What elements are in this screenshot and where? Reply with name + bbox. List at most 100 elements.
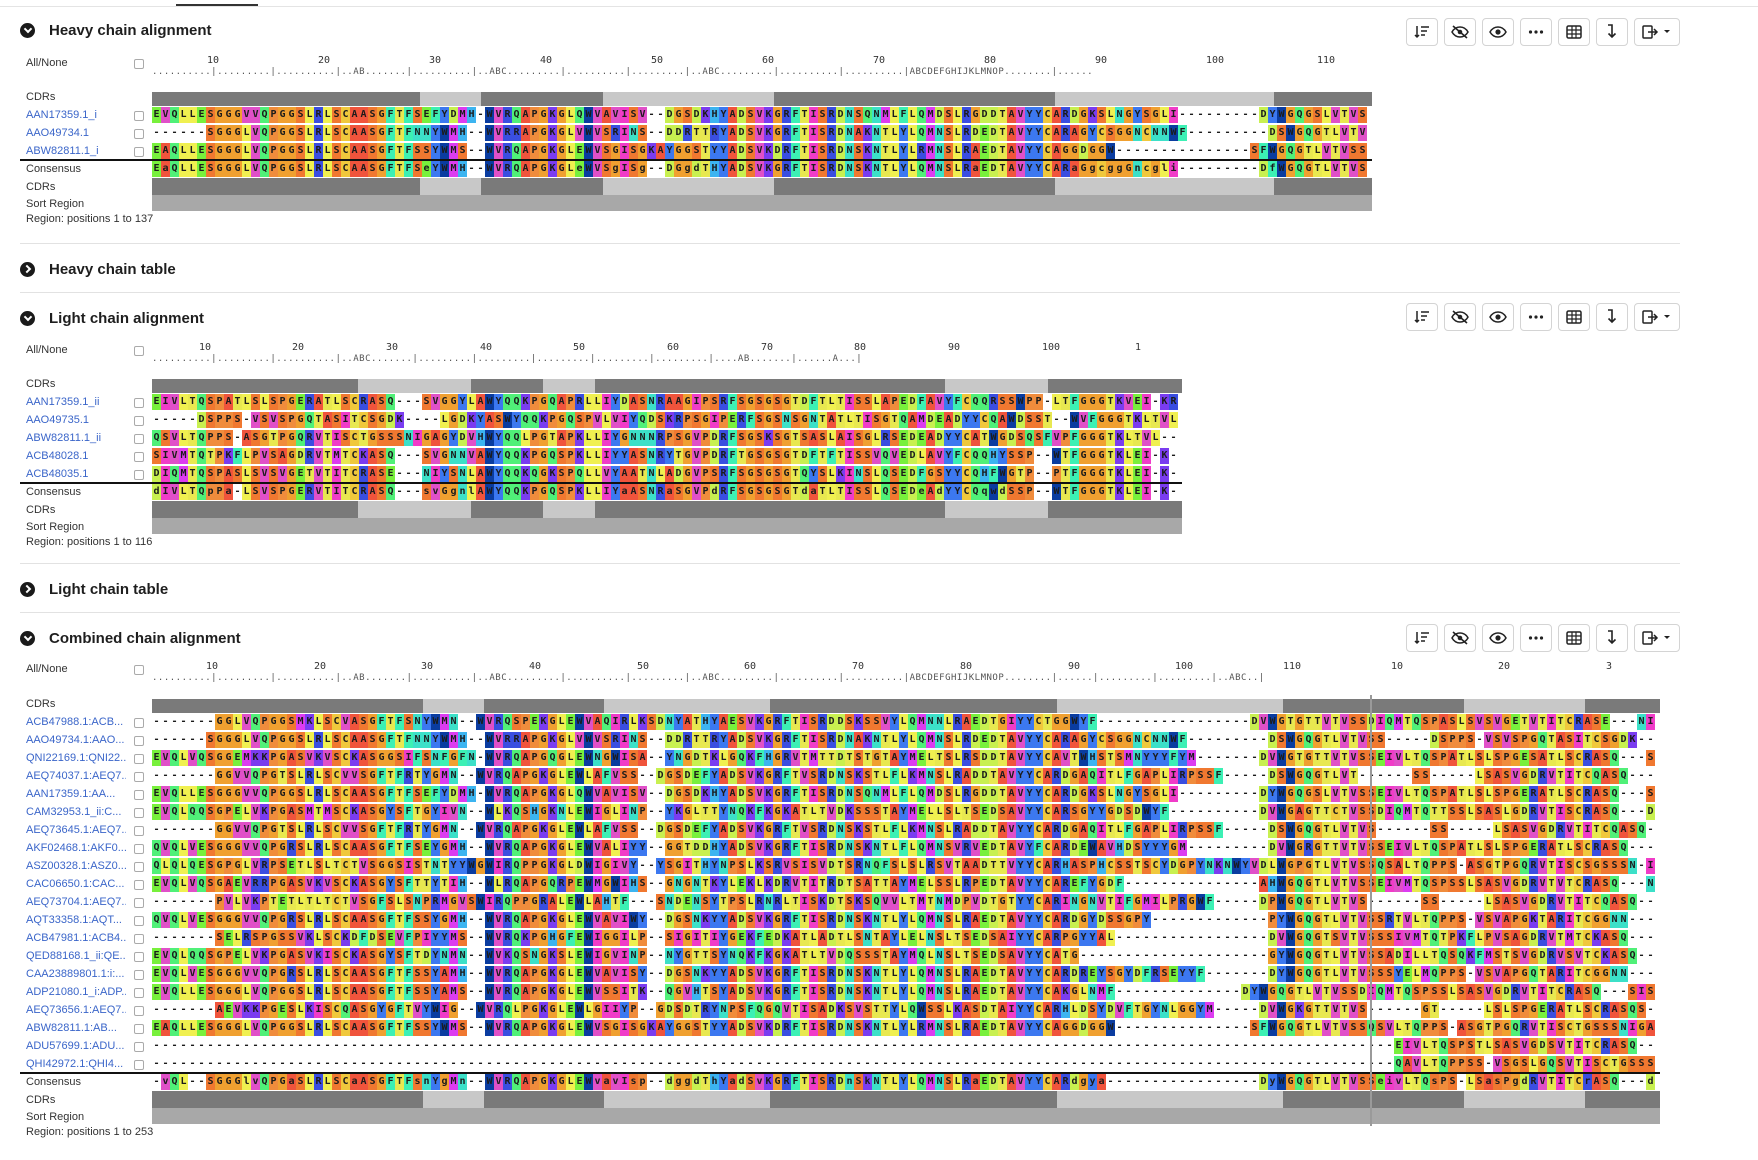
sequence-id-link[interactable]: ACB48028.1 [26, 450, 89, 462]
sequence-id-link[interactable]: AQT33358.1:AQT... [26, 914, 122, 926]
sequence-checkbox[interactable] [134, 934, 144, 944]
sequence-checkbox[interactable] [134, 1060, 144, 1070]
sequence-id-link[interactable]: AAN17359.1:AA... [26, 788, 116, 800]
sequence-checkbox[interactable] [134, 988, 144, 998]
chevron-right-icon[interactable] [20, 261, 35, 277]
hide-button[interactable] [1444, 303, 1476, 331]
grid-button[interactable] [1558, 624, 1590, 652]
sequence-id-link[interactable]: ACB47988.1:ACB... [26, 716, 124, 728]
sequence-checkbox[interactable] [134, 916, 144, 926]
sequence-id-link[interactable]: AAO49734.1 [26, 127, 89, 139]
light-alignment-header[interactable]: Light chain alignment [20, 306, 204, 330]
export-button[interactable] [1634, 624, 1680, 652]
combined-alignment-header[interactable]: Combined chain alignment [20, 626, 241, 650]
sort-button[interactable] [1406, 303, 1438, 331]
cdr-bottom-track [152, 501, 1182, 518]
export-button[interactable] [1634, 18, 1680, 46]
sequence-id-link[interactable]: AAN17359.1_i [26, 109, 97, 121]
sequence-id-link[interactable]: QED88168.1_ii:QE... [26, 950, 126, 962]
all-none-checkbox[interactable] [134, 346, 144, 356]
sequence-id-link[interactable]: AEQ73645.1:AEQ7... [26, 824, 126, 836]
sequence-checkbox[interactable] [134, 416, 144, 426]
sequence-checkbox[interactable] [134, 736, 144, 746]
all-none-checkbox[interactable] [134, 59, 144, 69]
sequence-checkbox[interactable] [134, 808, 144, 818]
sequence-id-link[interactable]: ABW82811.1_ii [26, 432, 102, 444]
all-none-checkbox[interactable] [134, 665, 144, 675]
sequence-id-link[interactable]: ADU57699.1:ADU... [26, 1040, 125, 1052]
heavy-alignment-header[interactable]: Heavy chain alignment [20, 18, 212, 42]
wrap-button[interactable] [1596, 303, 1628, 331]
sequence-checkbox[interactable] [134, 1042, 144, 1052]
sort-region-label: Sort Region [26, 1111, 85, 1123]
eye-button[interactable] [1482, 303, 1514, 331]
wrap-button[interactable] [1596, 624, 1628, 652]
grid-button[interactable] [1558, 18, 1590, 46]
sequence-id-link[interactable]: AEQ74037.1:AEQ7... [26, 770, 126, 782]
sequence-checkbox[interactable] [134, 790, 144, 800]
sequence-checkbox[interactable] [134, 952, 144, 962]
sequence-checkbox[interactable] [134, 470, 144, 480]
sequence-checkbox[interactable] [134, 434, 144, 444]
sequence-id-link[interactable]: AAO49735.1 [26, 414, 89, 426]
more-button[interactable] [1520, 303, 1552, 331]
all-none-label[interactable]: All/None [26, 57, 68, 69]
wrap-button[interactable] [1596, 18, 1628, 46]
eye-button[interactable] [1482, 624, 1514, 652]
sequence-checkbox[interactable] [134, 398, 144, 408]
light-chain-table-header[interactable]: Light chain table [20, 577, 168, 601]
sequence-id-link[interactable]: QHI42972.1:QHI4... [26, 1058, 124, 1070]
sequence-checkbox[interactable] [134, 880, 144, 890]
chevron-down-icon[interactable] [20, 22, 35, 38]
sequence-id-link[interactable]: ABW82811.1_i [26, 145, 99, 157]
chevron-down-icon[interactable] [20, 630, 35, 646]
export-button[interactable] [1634, 303, 1680, 331]
sequence-id-link[interactable]: ADP21080.1_i:ADP... [26, 986, 126, 998]
eye-button[interactable] [1482, 18, 1514, 46]
sequence-id-link[interactable]: QNI22169.1:QNI22... [26, 752, 126, 764]
sequence-checkbox[interactable] [134, 452, 144, 462]
sequence-id-link[interactable]: ACB47981.1:ACB4... [26, 932, 126, 944]
sequence-id-link[interactable]: AEQ73656.1:AEQ7... [26, 1004, 126, 1016]
sort-button[interactable] [1406, 624, 1438, 652]
sequence-checkbox[interactable] [134, 826, 144, 836]
sequence-id-link[interactable]: ASZ00328.1:ASZ0... [26, 860, 126, 872]
sequence-checkbox[interactable] [134, 970, 144, 980]
sort-button[interactable] [1406, 18, 1438, 46]
sequence-id-link[interactable]: AEQ73704.1:AEQ7... [26, 896, 126, 908]
sequence-id-link[interactable]: AAN17359.1_ii [26, 396, 100, 408]
ruler-number: 50 [651, 55, 664, 66]
cdrs-track-label: CDRs [26, 1094, 56, 1106]
all-none-label[interactable]: All/None [26, 663, 68, 675]
sequence-id-link[interactable]: ABW82811.1:AB... [26, 1022, 117, 1034]
sequence-checkbox[interactable] [134, 772, 144, 782]
chevron-down-icon[interactable] [20, 310, 35, 326]
more-button[interactable] [1520, 624, 1552, 652]
sequence-checkbox[interactable] [134, 129, 144, 139]
sequence-checkbox[interactable] [134, 844, 144, 854]
eye-icon [1489, 631, 1507, 645]
more-button[interactable] [1520, 18, 1552, 46]
hide-button[interactable] [1444, 624, 1476, 652]
grid-button[interactable] [1558, 303, 1590, 331]
sequence-checkbox[interactable] [134, 1006, 144, 1016]
ruler-number: 30 [421, 661, 434, 672]
sequence-checkbox[interactable] [134, 862, 144, 872]
sequence-id-link[interactable]: AAO49734.1:AAO... [26, 734, 125, 746]
sequence-checkbox[interactable] [134, 898, 144, 908]
sequence-checkbox[interactable] [134, 754, 144, 764]
all-none-label[interactable]: All/None [26, 344, 68, 356]
sequence-id-link[interactable]: CAC06650.1:CAC... [26, 878, 125, 890]
sequence-id-link[interactable]: AKF02468.1:AKF0... [26, 842, 126, 854]
sequence-checkbox[interactable] [134, 111, 144, 121]
chevron-right-icon[interactable] [20, 581, 35, 597]
hide-button[interactable] [1444, 18, 1476, 46]
sequence-id-link[interactable]: ACB48035.1 [26, 468, 89, 480]
sequence-checkbox[interactable] [134, 1024, 144, 1034]
sequence-id-link[interactable]: CAM32953.1_ii:C... [26, 806, 122, 818]
sequence-checkbox[interactable] [134, 718, 144, 728]
heavy-chain-table-header[interactable]: Heavy chain table [20, 257, 176, 281]
sequence-id-link[interactable]: CAA23889801.1:i:... [26, 968, 125, 980]
sequence-checkbox[interactable] [134, 147, 144, 157]
